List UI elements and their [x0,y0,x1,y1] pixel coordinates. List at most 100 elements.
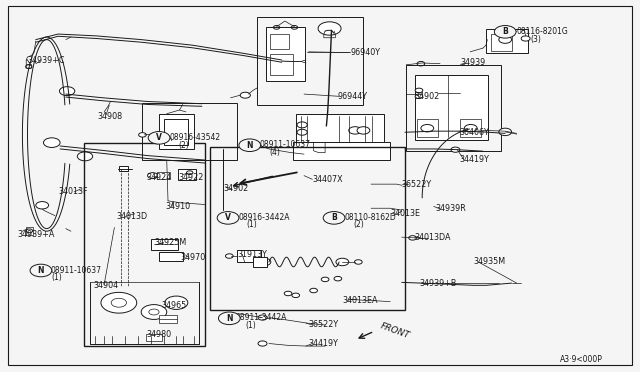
Circle shape [141,305,167,320]
Circle shape [297,122,307,128]
Bar [415,75,488,140]
Text: (1): (1) [245,321,256,330]
Bar [417,119,438,137]
Text: 34970: 34970 [180,253,206,262]
Text: (2): (2) [353,221,364,230]
Bar [270,34,289,49]
Circle shape [225,254,233,258]
Circle shape [465,125,477,132]
Text: 34908: 34908 [98,112,123,121]
Circle shape [288,58,301,65]
Bar [491,34,511,51]
Text: 08116-8201G: 08116-8201G [516,26,568,36]
Bar [257,17,363,105]
Text: N: N [226,314,232,323]
Text: 08911-3442A: 08911-3442A [236,313,287,322]
Text: (4): (4) [269,148,280,157]
Bar [119,166,129,171]
Bar [406,65,500,151]
Bar [296,114,384,143]
Circle shape [355,260,362,264]
Text: 08911-10637: 08911-10637 [51,266,102,275]
Circle shape [218,312,240,325]
Circle shape [239,139,260,151]
Circle shape [139,133,147,137]
Text: V: V [156,133,162,142]
Circle shape [321,277,329,282]
Circle shape [451,147,460,152]
Circle shape [318,22,341,35]
Text: 34925M: 34925M [154,238,186,247]
Bar [147,334,163,341]
Text: 34939: 34939 [461,58,486,67]
Text: 08916-3442A: 08916-3442A [238,213,290,222]
Text: N: N [38,266,44,275]
Circle shape [149,309,159,315]
Text: 34939+B: 34939+B [419,279,456,288]
Circle shape [258,258,271,266]
Circle shape [77,152,93,161]
Circle shape [336,258,349,266]
Text: 08110-8162D: 08110-8162D [344,213,396,222]
Bar [84,143,205,346]
Text: 96940Y: 96940Y [351,48,381,57]
Text: 34013DA: 34013DA [415,233,451,243]
Text: FRONT: FRONT [379,321,411,340]
Text: 34935M: 34935M [473,257,506,266]
Circle shape [217,212,239,224]
Bar [293,142,390,160]
Circle shape [409,235,417,240]
Circle shape [258,315,267,320]
Bar [143,103,237,160]
Circle shape [415,88,423,93]
Circle shape [499,128,511,136]
Text: (1): (1) [52,273,63,282]
Bar [210,147,405,310]
Text: 31913Y: 31913Y [237,250,268,259]
Circle shape [521,36,530,41]
Text: 34939+A: 34939+A [17,230,54,239]
Text: B: B [331,214,337,222]
Bar [151,238,177,250]
Text: 34013F: 34013F [58,187,88,196]
Circle shape [26,65,32,68]
Circle shape [310,288,317,293]
Circle shape [165,296,188,310]
Circle shape [26,229,33,233]
Text: (3): (3) [531,35,541,44]
Text: 08911-10637: 08911-10637 [259,140,310,149]
Circle shape [292,293,300,298]
Text: 96944Y: 96944Y [338,92,368,101]
Circle shape [148,132,170,144]
Bar [159,251,183,261]
Bar [266,27,305,81]
Text: 34980: 34980 [147,330,172,340]
Circle shape [499,36,511,43]
Circle shape [415,94,423,99]
Bar [157,172,170,179]
Text: 34939R: 34939R [435,205,466,214]
Circle shape [44,138,60,147]
Circle shape [111,298,127,307]
Text: 36522Y: 36522Y [402,180,432,189]
Text: 34407X: 34407X [312,175,343,184]
Text: 34922: 34922 [178,173,204,182]
Circle shape [258,341,267,346]
Text: 36522Y: 36522Y [308,321,339,330]
Bar [253,257,267,267]
Bar [178,169,196,180]
Circle shape [186,171,193,174]
Bar [164,119,188,145]
Circle shape [148,173,158,179]
Circle shape [60,87,75,96]
Text: N: N [246,141,253,150]
Text: 34904: 34904 [93,281,118,290]
Bar [237,250,261,262]
Text: 34939+C: 34939+C [28,56,65,65]
Circle shape [297,129,307,135]
Circle shape [323,212,345,224]
Circle shape [36,202,49,209]
Circle shape [349,127,362,134]
Circle shape [30,264,52,277]
Circle shape [334,276,342,281]
